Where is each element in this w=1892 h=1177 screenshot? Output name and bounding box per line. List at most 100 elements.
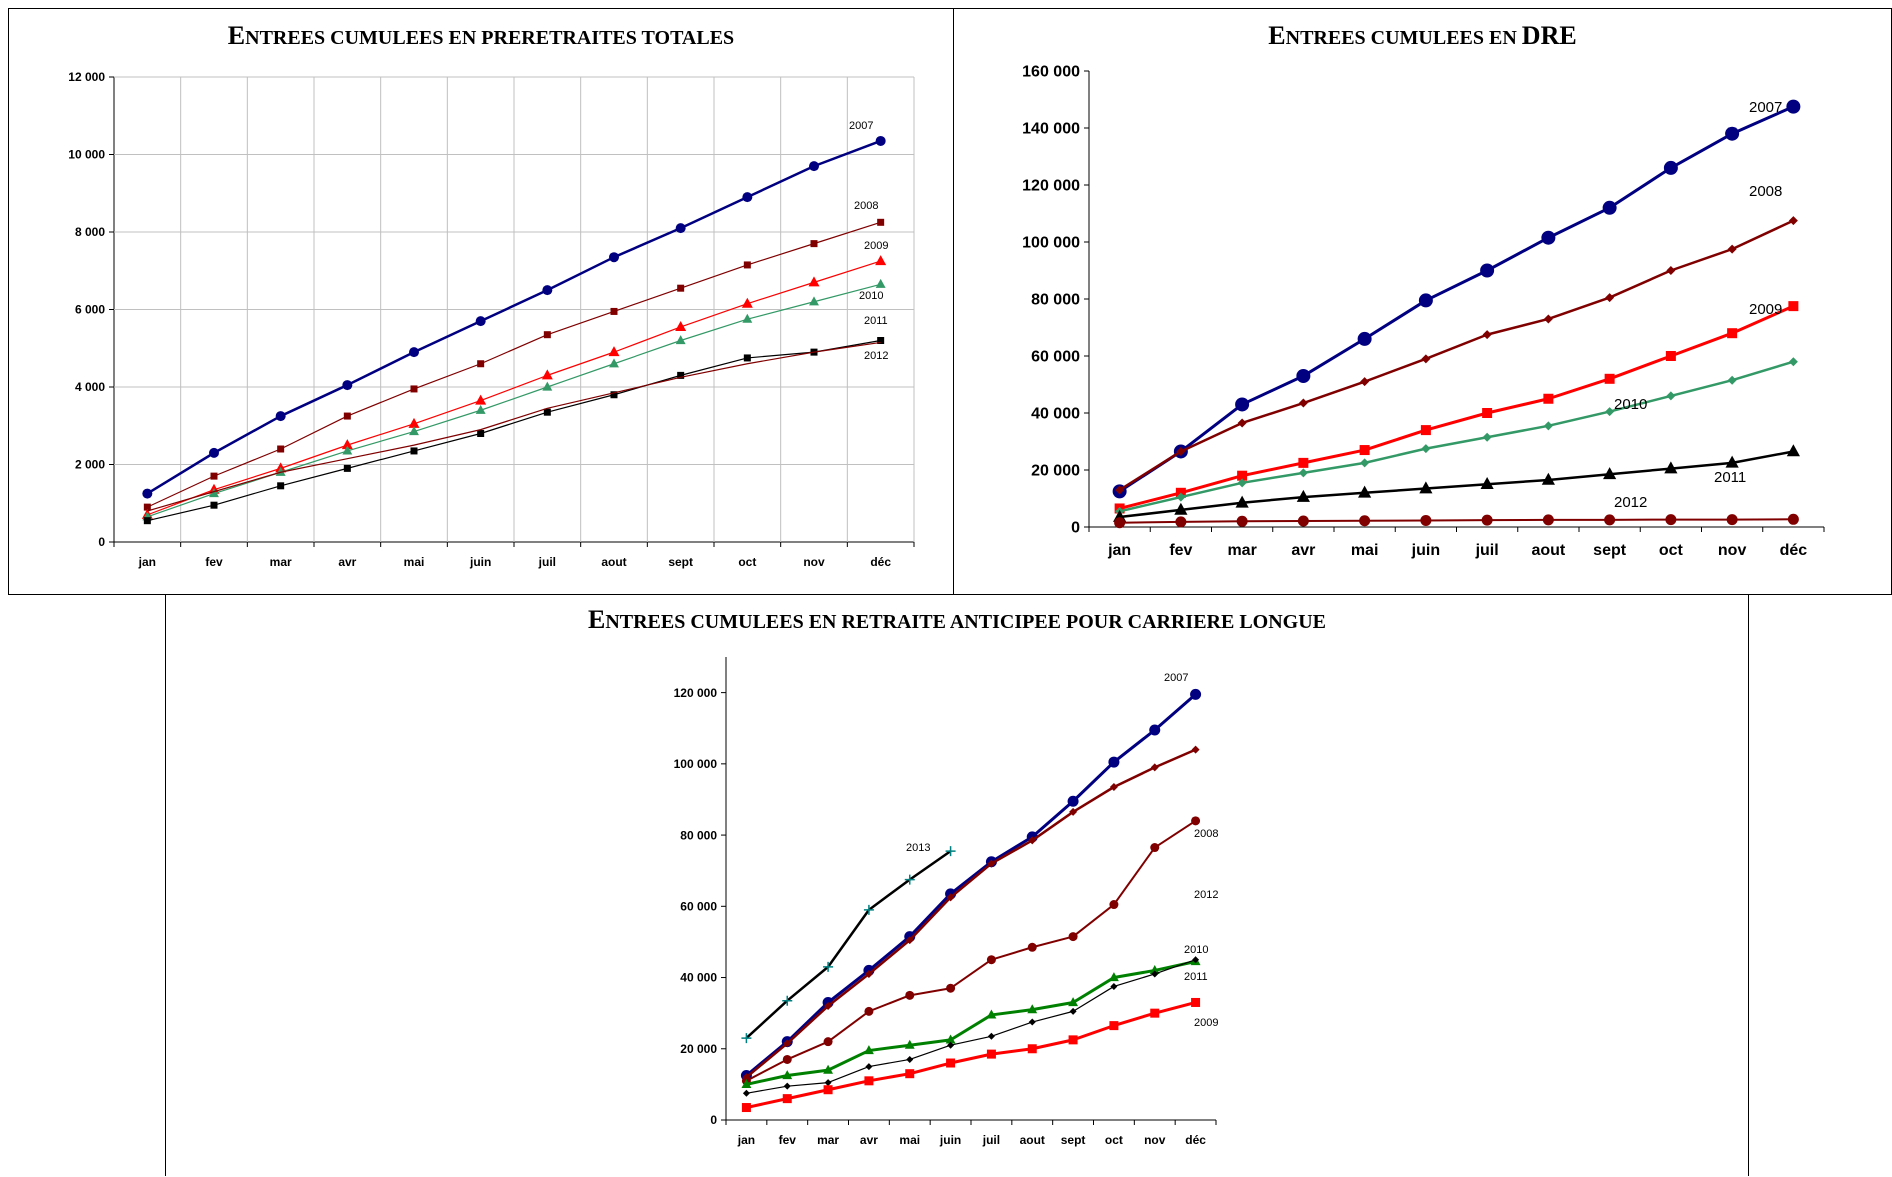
data-point-2013 xyxy=(863,904,874,915)
data-point-2011 xyxy=(677,371,685,379)
x-tick-label: nov xyxy=(1718,542,1747,559)
title-cap: E xyxy=(587,605,606,634)
x-tick-label: juil xyxy=(538,555,556,569)
series-label-2012: 2012 xyxy=(1614,494,1647,511)
data-point-2009 xyxy=(1298,457,1309,468)
data-point-2008 xyxy=(1115,485,1125,495)
data-point-2008 xyxy=(877,218,885,226)
data-point-2008 xyxy=(946,893,955,902)
data-point-2011 xyxy=(865,1063,873,1071)
series-line-2008 xyxy=(745,748,1197,1079)
data-point-2008 xyxy=(824,1002,833,1011)
data-point-2010 xyxy=(1727,375,1737,385)
data-point-2009 xyxy=(675,320,687,331)
data-point-2009 xyxy=(946,1058,956,1068)
data-point-2011 xyxy=(543,408,551,416)
data-point-2009 xyxy=(1027,1044,1037,1054)
x-tick-label: jan xyxy=(138,555,156,569)
data-point-2009 xyxy=(1191,997,1201,1007)
title-big: DRE xyxy=(1521,21,1577,50)
y-tick-label: 120 000 xyxy=(1022,178,1080,195)
chart-title-carriere-longue: Entrees cumulees en retraite anticipee p… xyxy=(166,605,1748,635)
data-point-2007 xyxy=(1067,795,1079,807)
data-point-2010 xyxy=(1237,478,1247,488)
series-line-2011 xyxy=(147,339,881,522)
data-point-2009 xyxy=(1604,373,1615,384)
x-tick-label: mar xyxy=(1227,542,1256,559)
data-point-2007 xyxy=(675,223,686,234)
data-point-2012 xyxy=(1150,843,1160,853)
data-point-2010 xyxy=(275,466,286,476)
x-tick-label: juin xyxy=(1411,542,1440,559)
x-tick-label: juil xyxy=(1475,542,1499,559)
chart-panel-preretraites: Entrees cumulees en preretraites totales… xyxy=(8,8,954,595)
data-point-2011 xyxy=(1664,461,1678,474)
data-point-2008 xyxy=(1176,446,1186,456)
data-point-2010 xyxy=(1543,421,1553,431)
data-point-2009 xyxy=(741,297,753,308)
x-tick-label: mai xyxy=(1351,542,1379,559)
data-point-2012 xyxy=(1787,513,1799,525)
data-point-2013 xyxy=(823,961,834,972)
x-tick-label: mar xyxy=(817,1133,839,1147)
data-point-2010 xyxy=(1149,965,1160,975)
x-tick-label: avr xyxy=(860,1133,878,1147)
data-point-2012 xyxy=(1027,942,1037,952)
data-point-2008 xyxy=(1605,293,1615,303)
data-point-2010 xyxy=(904,1039,915,1049)
x-tick-label: juin xyxy=(469,555,491,569)
data-point-2009 xyxy=(1727,328,1738,339)
data-point-2009 xyxy=(986,1049,996,1059)
data-point-2007 xyxy=(875,135,886,146)
x-tick-label: jan xyxy=(1107,542,1131,559)
series-label-2008: 2008 xyxy=(1749,183,1782,200)
series-label-2013: 2013 xyxy=(906,842,930,854)
series-label-2009: 2009 xyxy=(1194,1017,1218,1029)
data-point-2009 xyxy=(1482,408,1493,418)
data-point-2009 xyxy=(608,346,620,357)
data-point-2007 xyxy=(1235,397,1250,412)
data-point-2011 xyxy=(1151,970,1159,978)
data-point-2007 xyxy=(409,347,419,358)
data-point-2007 xyxy=(275,411,286,422)
series-line-2010 xyxy=(746,960,1196,1086)
data-point-2011 xyxy=(343,464,351,472)
series-line-2012 xyxy=(745,819,1197,1082)
data-point-2007 xyxy=(1418,293,1433,308)
data-point-2010 xyxy=(1027,1004,1038,1014)
y-tick-label: 20 000 xyxy=(1031,463,1080,480)
data-point-2012 xyxy=(864,1006,874,1016)
data-point-2013 xyxy=(945,846,956,857)
data-point-2013 xyxy=(741,1033,752,1044)
data-point-2011 xyxy=(1480,477,1494,490)
data-point-2011 xyxy=(1028,1018,1036,1026)
x-tick-label: fev xyxy=(779,1133,797,1147)
data-point-2011 xyxy=(610,391,618,399)
y-tick-label: 12 000 xyxy=(68,70,105,84)
x-tick-label: avr xyxy=(1291,542,1315,559)
data-point-2007 xyxy=(1190,688,1202,700)
data-point-2011 xyxy=(1110,982,1118,990)
data-point-2012 xyxy=(1481,514,1493,526)
data-point-2012 xyxy=(1191,816,1201,826)
data-point-2008 xyxy=(1421,354,1431,364)
data-point-2010 xyxy=(1108,972,1119,982)
data-point-2010 xyxy=(1788,357,1798,367)
data-point-2011 xyxy=(277,482,285,490)
data-point-2011 xyxy=(410,447,418,455)
data-point-2009 xyxy=(408,417,420,428)
data-point-2010 xyxy=(1605,407,1615,417)
data-point-2011 xyxy=(1358,485,1372,498)
data-point-2012 xyxy=(782,1054,792,1064)
chart-title-dre: Entrees cumulees en DRE xyxy=(954,21,1891,51)
data-point-2007 xyxy=(1149,724,1161,736)
data-point-2009 xyxy=(1150,1008,1160,1018)
data-point-2011 xyxy=(824,1079,832,1087)
y-tick-label: 2 000 xyxy=(75,458,105,472)
x-tick-label: déc xyxy=(1780,542,1808,559)
y-tick-label: 120 000 xyxy=(674,686,718,700)
y-tick-label: 0 xyxy=(710,1113,717,1127)
data-point-2011 xyxy=(1541,472,1555,485)
data-point-2007 xyxy=(809,161,819,172)
x-tick-label: jan xyxy=(737,1133,755,1147)
